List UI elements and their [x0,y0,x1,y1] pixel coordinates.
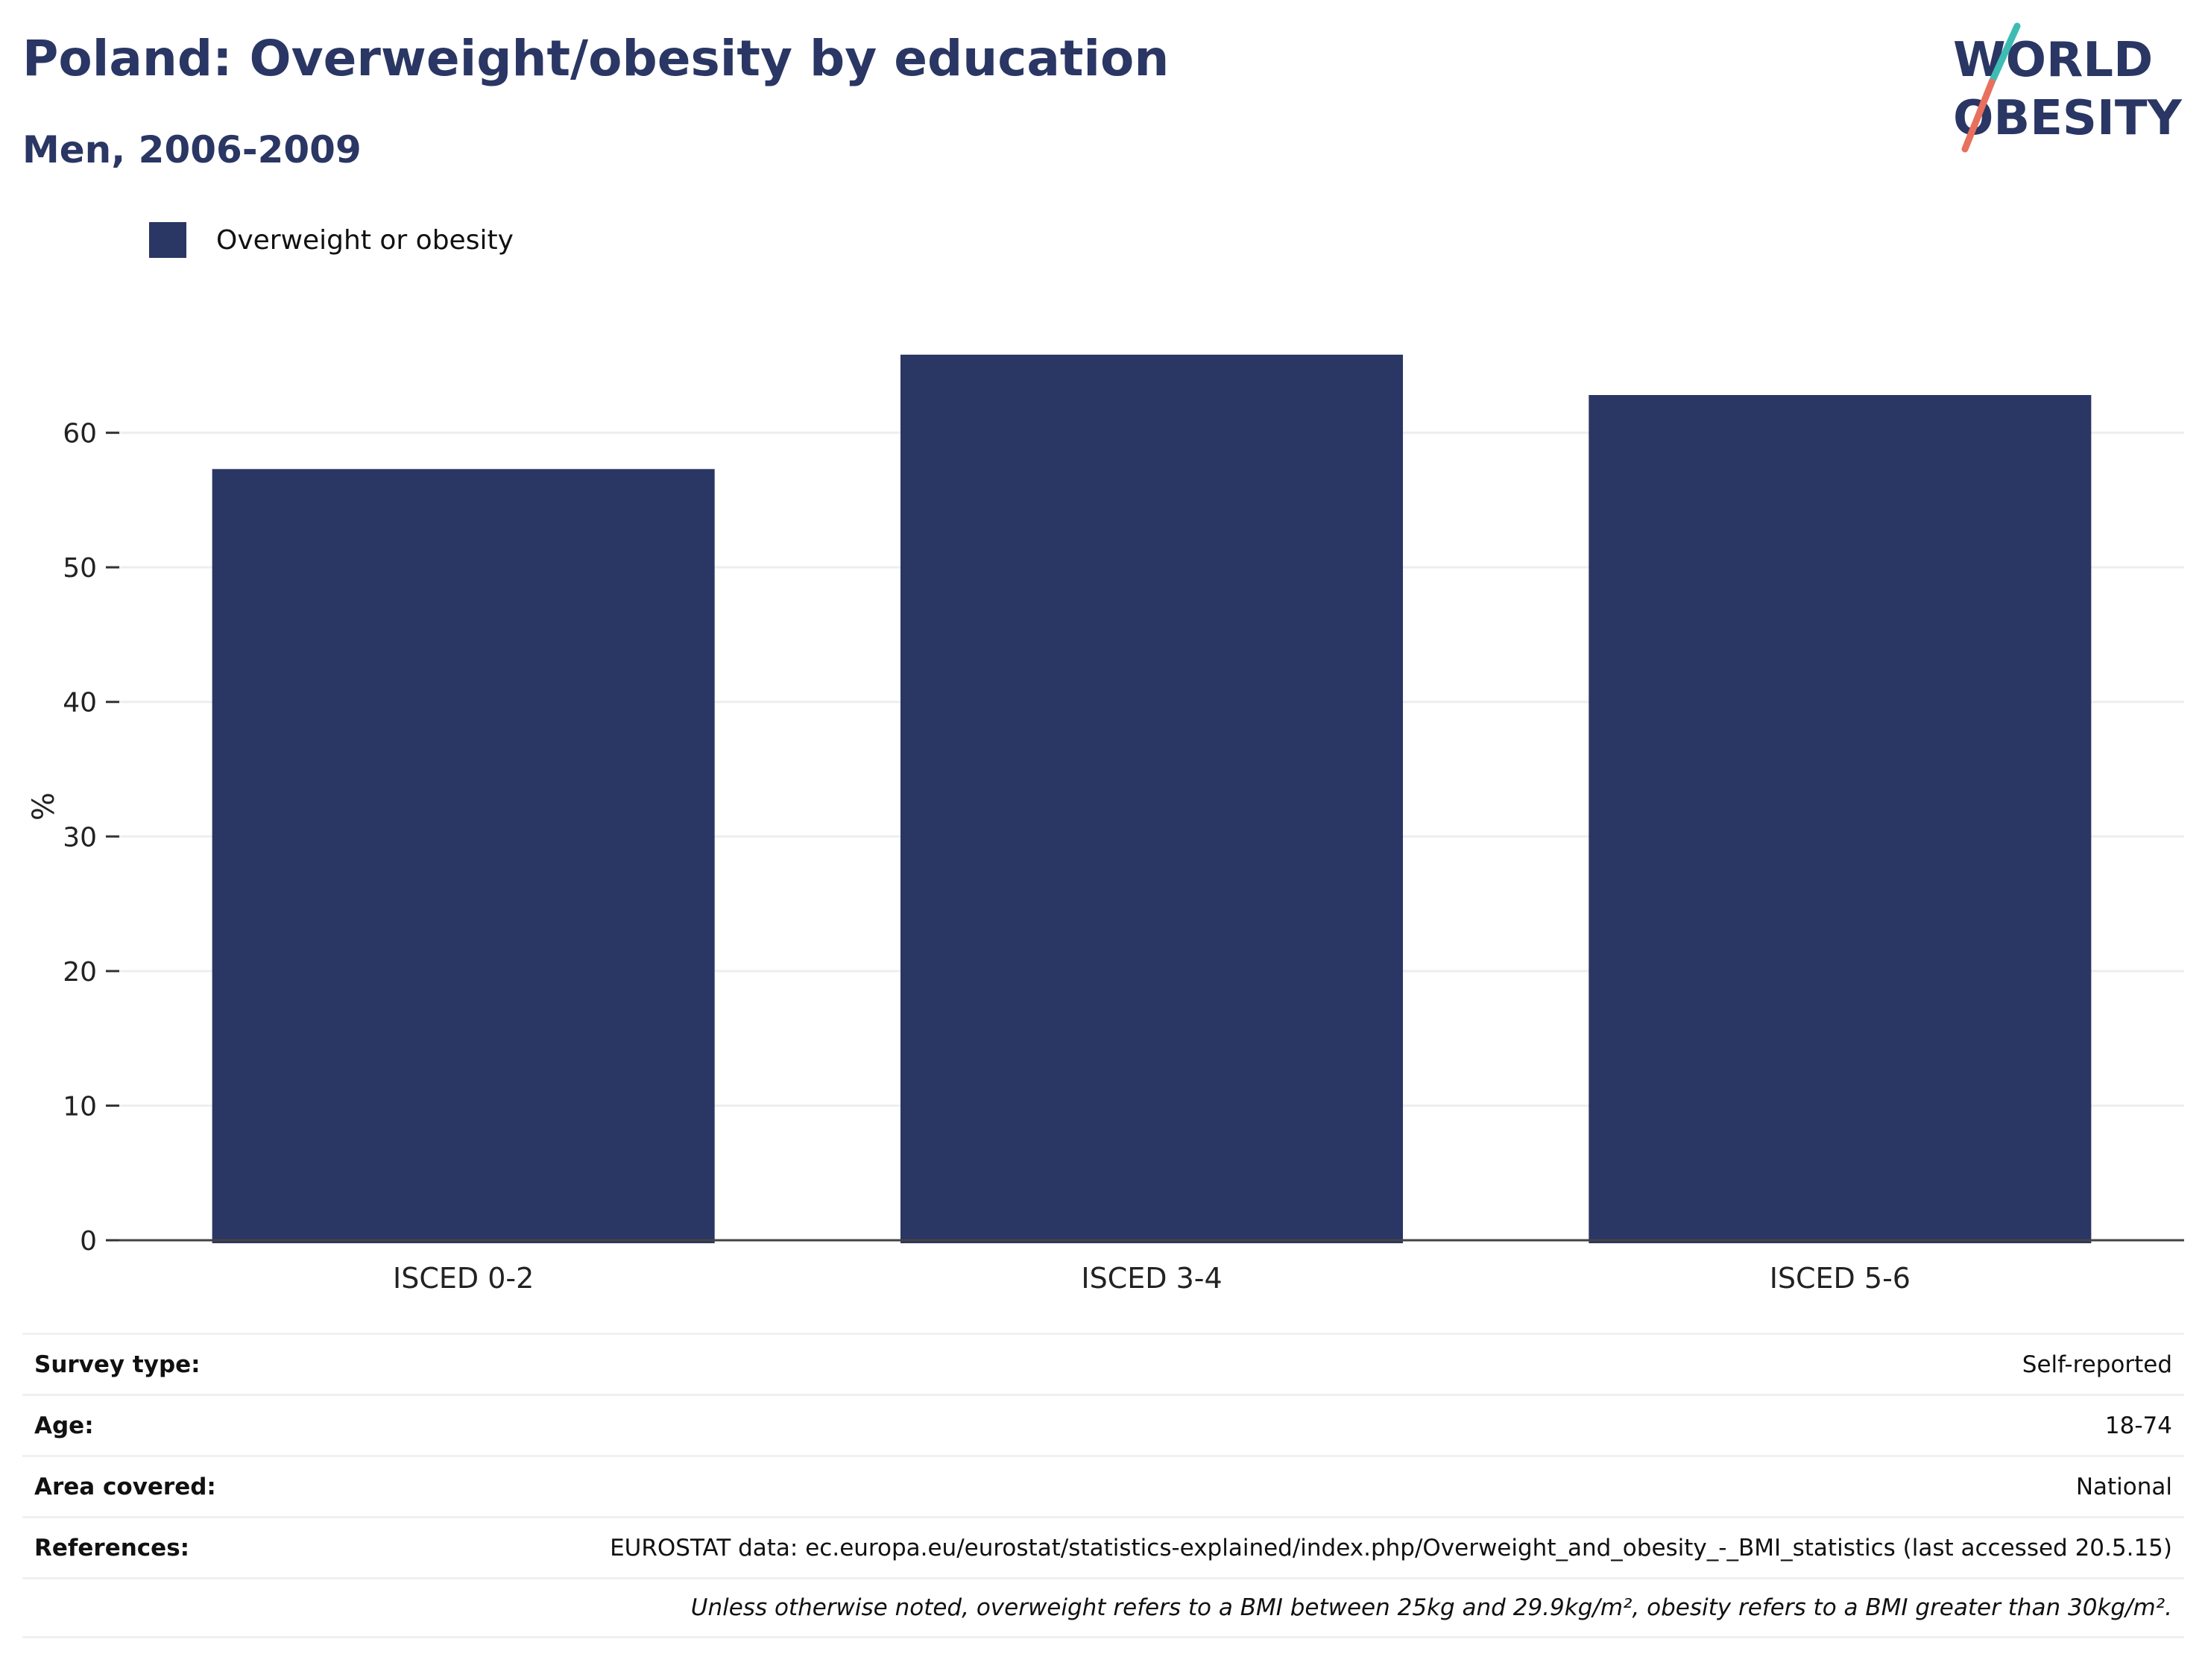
legend: Overweight or obesity [149,222,514,258]
y-tick-label: 0 [80,1226,97,1257]
meta-row-survey-type: Survey type: Self-reported [22,1333,2184,1394]
bar [1589,395,2092,1243]
meta-row-area-covered: Area covered: National [22,1455,2184,1516]
meta-value: Self-reported [2022,1351,2172,1378]
logo-line2: OBESITY [1953,91,2182,146]
logo-line1: WORLD [1953,33,2153,88]
world-obesity-logo: WORLD OBESITY [1953,22,2182,153]
legend-label: Overweight or obesity [216,224,514,256]
y-tick-label: 20 [63,957,97,988]
metadata-table: Survey type: Self-reported Age: 18-74 Ar… [22,1333,2184,1638]
x-tick-label: ISCED 0-2 [393,1262,534,1295]
meta-value: National [2075,1473,2172,1500]
meta-label: Age: [34,1412,94,1439]
y-tick-label: 30 [63,822,97,853]
meta-value: 18-74 [2104,1412,2172,1439]
meta-label: Area covered: [34,1473,216,1500]
x-tick-label: ISCED 5-6 [1770,1262,1911,1295]
page-title: Poland: Overweight/obesity by education [22,30,1170,87]
bar [212,469,715,1243]
bar-chart: 0 10 20 30 40 50 60% ISCED 0-2 ISCED 3-4 ISCED 5-… [27,354,2184,1295]
bmi-definition-note: Unless otherwise noted, overweight refer… [690,1594,2172,1621]
logo-slash-coral [1961,78,1996,153]
meta-row-note: Unless otherwise noted, overweight refer… [22,1577,2184,1638]
y-tick-label: 10 [63,1091,97,1122]
meta-row-references: References: EUROSTAT data: ec.europa.eu/… [22,1516,2184,1577]
page-subtitle: Men, 2006-2009 [22,128,362,171]
y-axis-label: % [27,792,61,821]
y-tick-label: 50 [63,553,97,584]
bar [900,354,1404,1244]
y-tick-label: 40 [63,688,97,719]
meta-label: Survey type: [34,1351,201,1378]
logo-slash-teal [1988,22,2021,86]
meta-label: References: [34,1534,190,1561]
meta-row-age: Age: 18-74 [22,1394,2184,1455]
legend-swatch [149,222,186,258]
y-tick-label: 60 [63,419,97,449]
x-tick-label: ISCED 3-4 [1081,1262,1222,1295]
meta-value: EUROSTAT data: ec.europa.eu/eurostat/sta… [610,1534,2172,1561]
